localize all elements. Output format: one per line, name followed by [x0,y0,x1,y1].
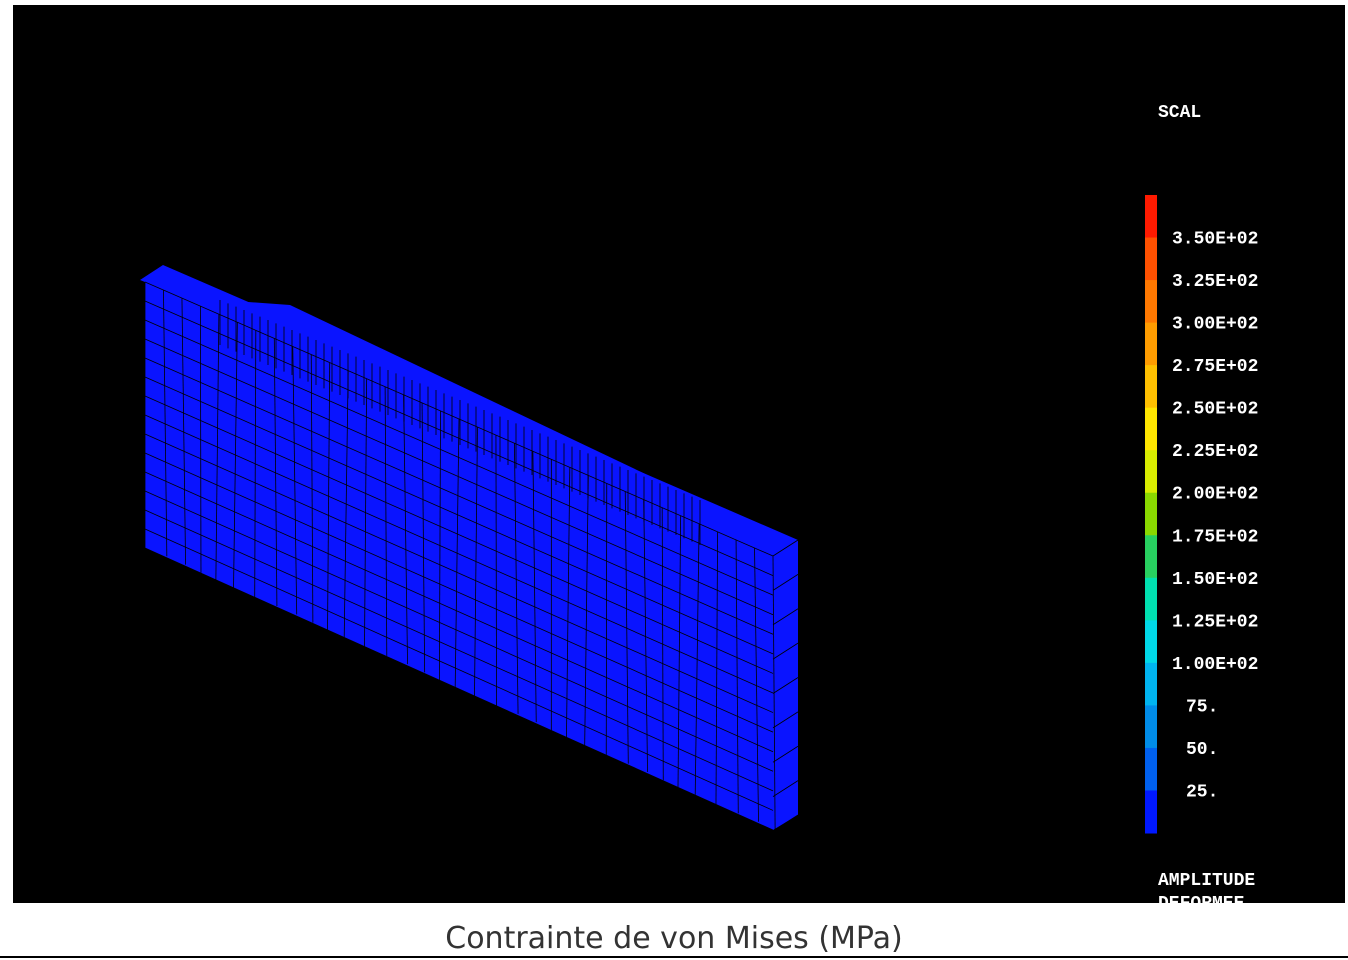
color-swatch [1145,280,1157,323]
color-swatch [1145,408,1157,451]
color-swatch [1145,790,1157,833]
color-swatch [1145,578,1157,621]
scale-label: 50. [1186,740,1218,760]
screenshot: 3.50E+02 3.25E+02 3.00E+02 2.75E+02 2.50E+02… [0,0,1348,960]
scale-label: 3.00E+02 [1172,315,1258,335]
scale-label: 25. [1186,782,1218,802]
scale-label: 2.00E+02 [1172,485,1258,505]
color-swatch [1145,365,1157,408]
scale-title: SCAL [1158,103,1201,123]
color-bar [1145,195,1157,834]
footer-label: AMPLITUDE [1158,871,1255,891]
color-swatch [1145,450,1157,493]
side-face [773,540,798,830]
scale-label: 3.50E+02 [1172,230,1258,250]
scale-label: 75. [1186,697,1218,717]
scale-label: 2.25E+02 [1172,442,1258,462]
color-swatch [1145,535,1157,578]
scale-label: 3.25E+02 [1172,272,1258,292]
scale-label: 1.75E+02 [1172,527,1258,547]
caption: Contrainte de von Mises (MPa) [445,921,903,956]
color-swatch [1145,493,1157,536]
color-swatch [1145,663,1157,706]
scale-label: 1.50E+02 [1172,570,1258,590]
page: 3.50E+02 3.25E+02 3.00E+02 2.75E+02 2.50E+02… [0,0,1348,960]
color-swatch [1145,620,1157,663]
color-swatch [1145,748,1157,791]
footer-label: DEFORMEE [1158,894,1245,914]
color-swatch [1145,323,1157,366]
scale-label: 2.75E+02 [1172,357,1258,377]
scale-label: 2.50E+02 [1172,400,1258,420]
color-swatch [1145,705,1157,748]
color-swatch [1145,195,1157,238]
color-swatch [1145,238,1157,281]
scale-label: 1.00E+02 [1172,655,1258,675]
scale-label: 1.25E+02 [1172,612,1258,632]
